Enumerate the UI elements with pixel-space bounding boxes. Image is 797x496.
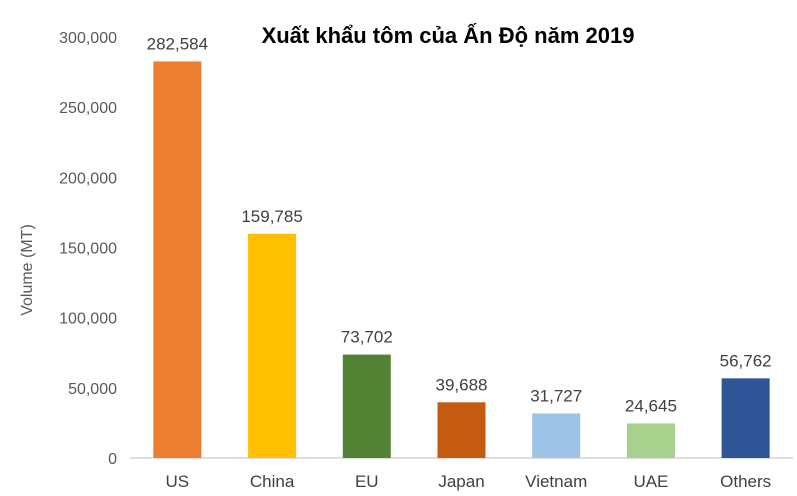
bar-others [721, 378, 770, 458]
x-tick-label: China [250, 472, 295, 491]
data-label: 73,702 [341, 328, 393, 347]
bar-vietnam [532, 413, 581, 458]
y-tick-label: 250,000 [59, 100, 117, 117]
x-tick-label: Japan [438, 472, 484, 491]
y-tick-label: 50,000 [68, 381, 117, 398]
data-label: 24,645 [625, 396, 677, 415]
y-tick-label: 300,000 [59, 30, 117, 47]
y-tick-label: 0 [108, 451, 117, 468]
bar-japan [437, 402, 486, 458]
bar-china [248, 233, 297, 458]
data-label: 31,727 [530, 386, 582, 405]
data-label: 56,762 [720, 351, 772, 370]
y-tick-label: 100,000 [59, 311, 117, 328]
chart-title: Xuất khẩu tôm của Ấn Độ năm 2019 [262, 23, 635, 48]
y-axis: 0 50,000 100,000 150,000 200,000 250,000 300,0… [59, 30, 117, 468]
data-labels-group: 282,584 159,785 73,702 39,688 31,727 24,645 56… [147, 34, 772, 415]
x-tick-label: EU [355, 472, 379, 491]
x-tick-label: US [166, 472, 190, 491]
x-axis: US China EU Japan Vietnam UAE Others [166, 472, 772, 491]
bars-group [153, 61, 770, 458]
x-tick-label: Others [720, 472, 771, 491]
data-label: 282,584 [147, 34, 208, 53]
x-tick-label: UAE [633, 472, 668, 491]
data-label: 39,688 [436, 375, 488, 394]
y-axis-title: Volume (MT) [19, 224, 36, 316]
x-tick-label: Vietnam [525, 472, 587, 491]
bar-us [153, 61, 202, 458]
data-label: 159,785 [241, 207, 302, 226]
y-tick-label: 200,000 [59, 170, 117, 187]
bar-eu [342, 354, 391, 458]
bar-uae [626, 423, 675, 458]
y-tick-label: 150,000 [59, 241, 117, 258]
